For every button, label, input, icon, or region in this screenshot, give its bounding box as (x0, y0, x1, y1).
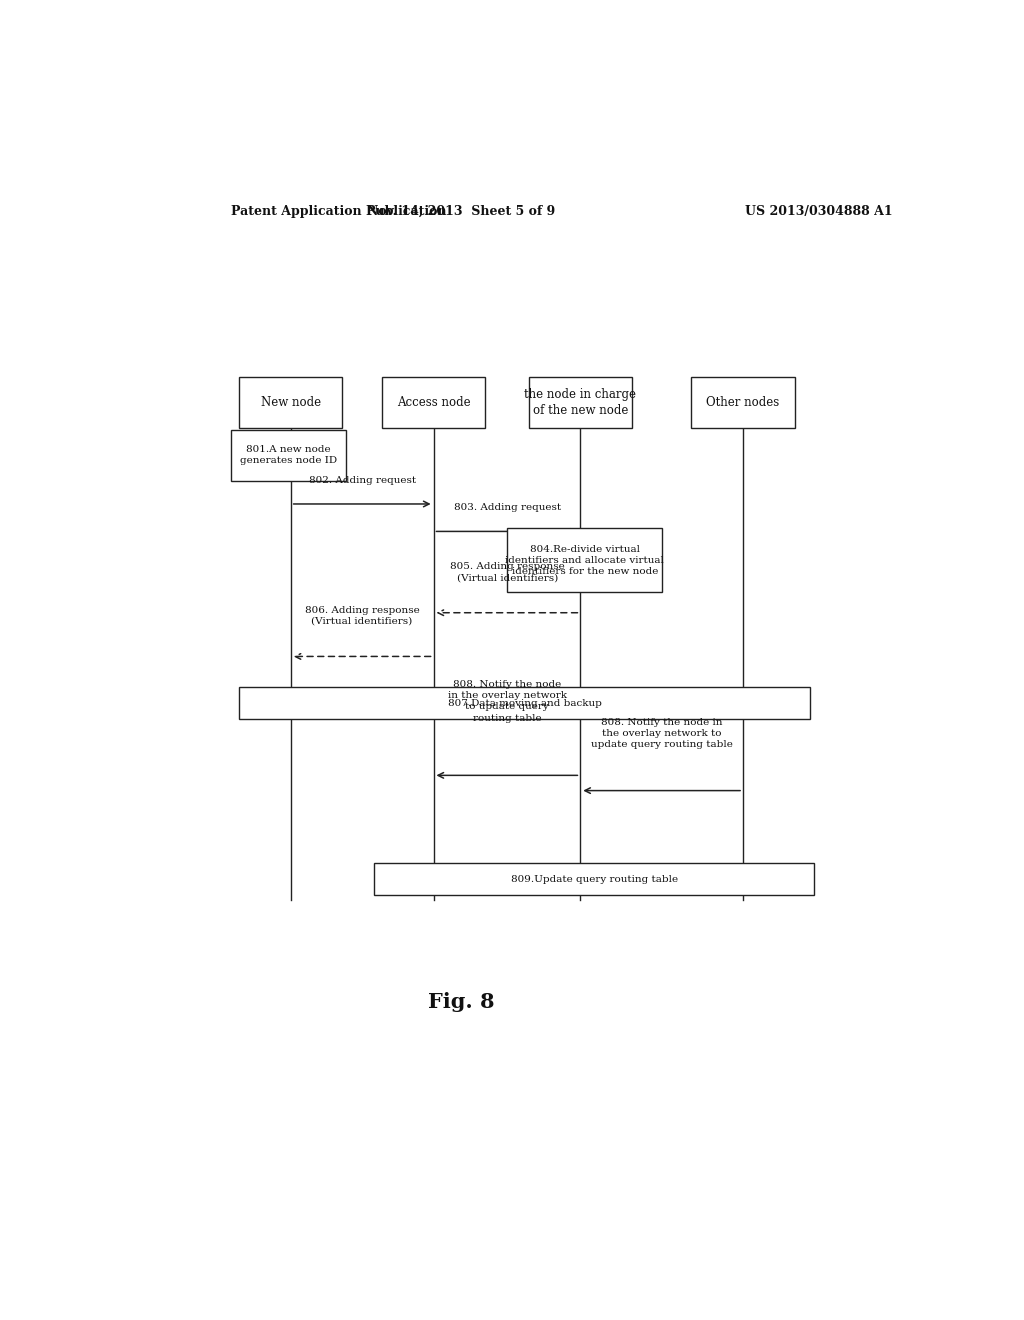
Text: 801.A new node
generates node ID: 801.A new node generates node ID (241, 445, 337, 465)
Bar (528, 378, 632, 428)
Bar (382, 378, 485, 428)
Bar (374, 863, 814, 895)
Text: 809.Update query routing table: 809.Update query routing table (511, 875, 678, 883)
Bar (507, 528, 663, 593)
Text: 808. Notify the node in
the overlay network to
update query routing table: 808. Notify the node in the overlay netw… (591, 718, 733, 748)
Bar (240, 686, 811, 719)
Text: Patent Application Publication: Patent Application Publication (231, 205, 446, 218)
Text: Other nodes: Other nodes (707, 396, 779, 409)
Text: the node in charge
of the new node: the node in charge of the new node (524, 388, 636, 417)
Text: Fig. 8: Fig. 8 (428, 993, 495, 1012)
Text: 806. Adding response
(Virtual identifiers): 806. Adding response (Virtual identifier… (305, 606, 420, 626)
Bar (239, 378, 342, 428)
Bar (231, 430, 346, 480)
Text: 802. Adding request: 802. Adding request (308, 475, 416, 484)
Text: Nov. 14, 2013  Sheet 5 of 9: Nov. 14, 2013 Sheet 5 of 9 (368, 205, 555, 218)
Text: 808. Notify the node
in the overlay network
to update query
routing table: 808. Notify the node in the overlay netw… (447, 680, 567, 722)
Text: 803. Adding request: 803. Adding request (454, 503, 561, 512)
Text: 805. Adding response
(Virtual identifiers): 805. Adding response (Virtual identifier… (450, 562, 564, 582)
Text: New node: New node (261, 396, 321, 409)
Bar (691, 378, 795, 428)
Text: 807.Data moving and backup: 807.Data moving and backup (447, 698, 602, 708)
Text: 804.Re-divide virtual
identifiers and allocate virtual
identifiers for the new n: 804.Re-divide virtual identifiers and al… (505, 545, 665, 576)
Text: Access node: Access node (396, 396, 470, 409)
Text: US 2013/0304888 A1: US 2013/0304888 A1 (744, 205, 892, 218)
